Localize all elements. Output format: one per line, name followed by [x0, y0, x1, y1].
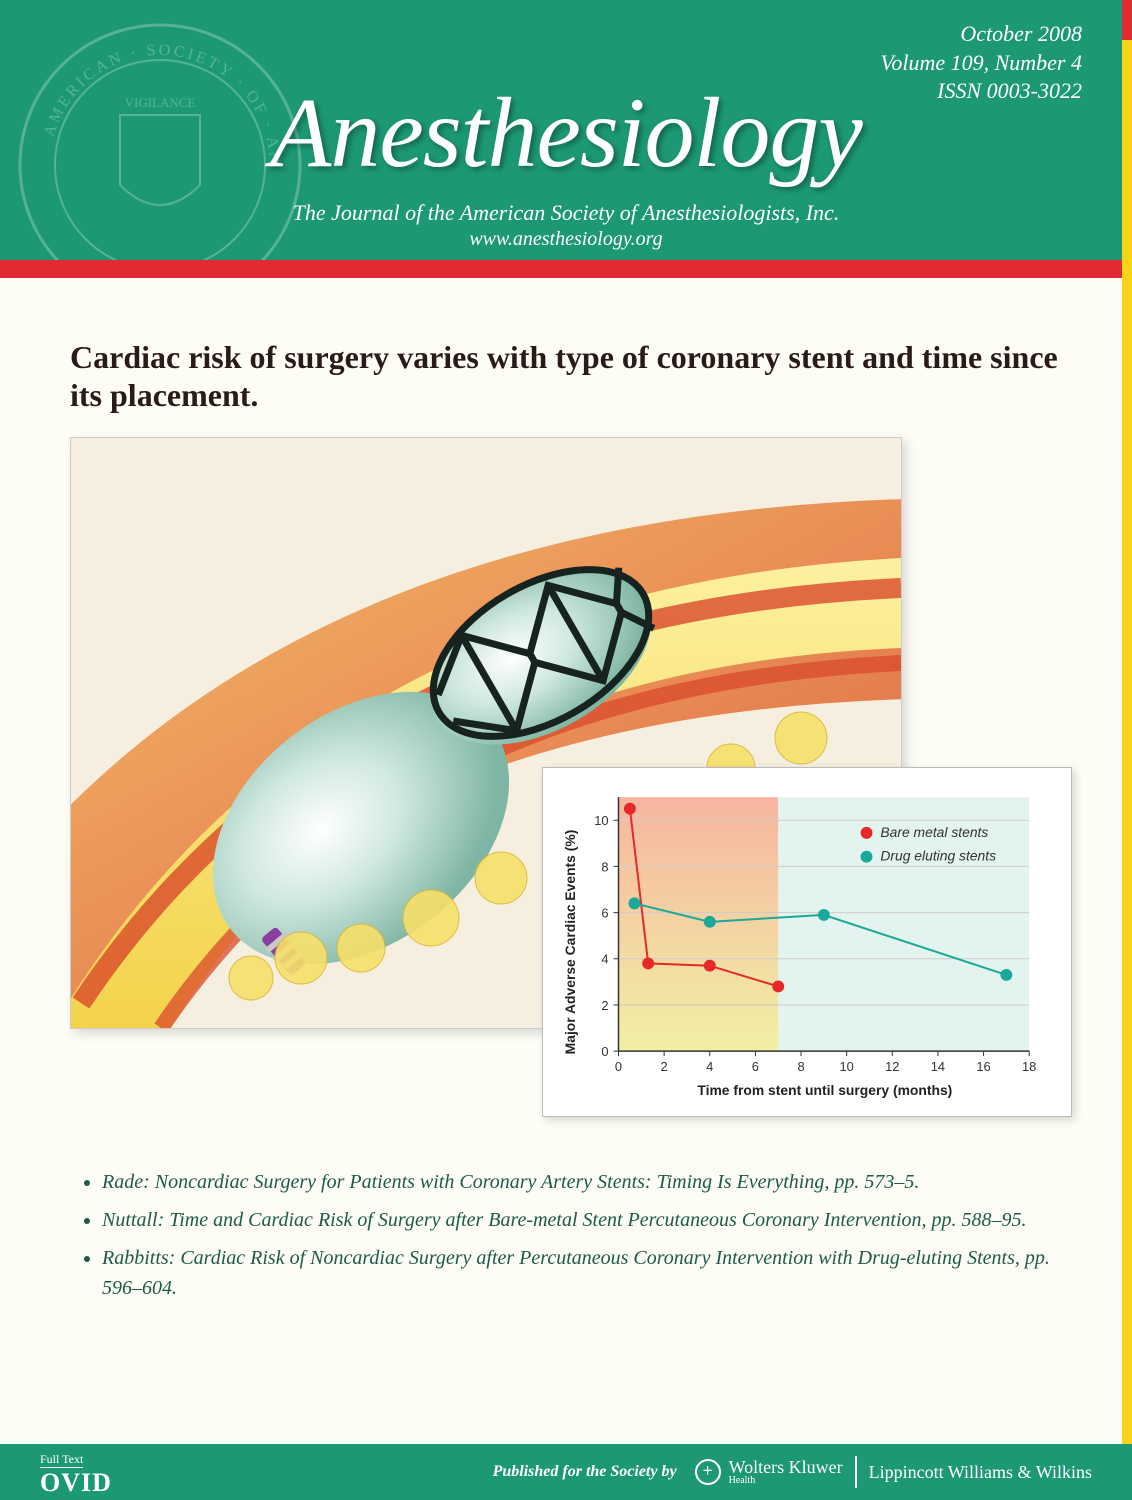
wk-sub: Health: [729, 1476, 843, 1486]
issue-date: October 2008: [880, 20, 1082, 49]
article-item: Nuttall: Time and Cardiac Risk of Surger…: [102, 1205, 1052, 1235]
svg-text:10: 10: [839, 1059, 853, 1074]
svg-text:6: 6: [752, 1059, 759, 1074]
wk-health-icon: [695, 1459, 721, 1485]
journal-url: www.anesthesiology.org: [0, 228, 1132, 251]
svg-text:10: 10: [594, 813, 608, 828]
ovid-badge: Full Text OVID: [40, 1448, 112, 1496]
lww-name: Lippincott Williams & Wilkins: [869, 1462, 1092, 1483]
svg-text:4: 4: [706, 1059, 713, 1074]
svg-text:2: 2: [661, 1059, 668, 1074]
ovid-line2: OVID: [40, 1470, 112, 1496]
page-edge-yellow: [1122, 0, 1132, 1444]
svg-text:16: 16: [976, 1059, 990, 1074]
svg-text:8: 8: [601, 859, 608, 874]
published-by-text: Published for the Society by: [493, 1463, 677, 1481]
svg-text:6: 6: [601, 905, 608, 920]
journal-title: Anesthesiology: [0, 75, 1132, 190]
wolters-kluwer-logo: Wolters Kluwer Health: [695, 1458, 843, 1486]
illustration-area: 0 2 4 6 8 10 12 14 16 18 0 2 4 6 8 10 Bare metal stent…: [70, 437, 1062, 1137]
chart-ylabel: Major Adverse Cardiac Events (%): [562, 829, 578, 1054]
article-item: Rade: Noncardiac Surgery for Patients wi…: [102, 1167, 1052, 1197]
svg-text:14: 14: [931, 1059, 945, 1074]
article-item: Rabbitts: Cardiac Risk of Noncardiac Sur…: [102, 1243, 1052, 1303]
chart-xlabel: Time from stent until surgery (months): [697, 1082, 952, 1098]
svg-text:18: 18: [1022, 1059, 1036, 1074]
footer-divider: [855, 1456, 857, 1488]
page-edge-red: [1122, 0, 1132, 40]
svg-text:0: 0: [601, 1044, 608, 1059]
svg-text:Bare metal stents: Bare metal stents: [880, 824, 988, 840]
svg-text:Drug eluting stents: Drug eluting stents: [880, 847, 996, 863]
issue-volume: Volume 109, Number 4: [880, 49, 1082, 78]
accent-red-bar: [0, 260, 1132, 278]
publisher-footer: Full Text OVID Published for the Society…: [0, 1444, 1132, 1500]
svg-text:4: 4: [601, 952, 608, 967]
svg-text:2: 2: [601, 998, 608, 1013]
featured-articles-list: Rade: Noncardiac Surgery for Patients wi…: [70, 1167, 1062, 1303]
cover-content: Cardiac risk of surgery varies with type…: [0, 278, 1132, 1329]
wk-name: Wolters Kluwer: [729, 1458, 843, 1476]
chart-svg: 0 2 4 6 8 10 12 14 16 18 0 2 4 6 8 10 Bare metal stent…: [557, 782, 1053, 1102]
cover-headline: Cardiac risk of surgery varies with type…: [70, 338, 1062, 415]
ovid-line1: Full Text: [40, 1453, 83, 1468]
svg-text:0: 0: [615, 1059, 622, 1074]
journal-cover-page: AMERICAN · SOCIETY · OF · ANESTHESIOLOGI…: [0, 0, 1132, 1500]
masthead-header: AMERICAN · SOCIETY · OF · ANESTHESIOLOGI…: [0, 0, 1132, 260]
journal-subtitle: The Journal of the American Society of A…: [0, 200, 1132, 226]
cardiac-events-chart: 0 2 4 6 8 10 12 14 16 18 0 2 4 6 8 10 Bare metal stent…: [542, 767, 1072, 1117]
svg-text:8: 8: [797, 1059, 804, 1074]
svg-text:12: 12: [885, 1059, 899, 1074]
